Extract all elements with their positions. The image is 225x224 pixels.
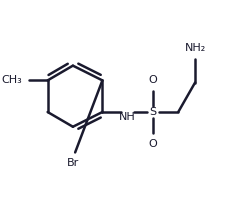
Text: O: O [148,139,157,149]
Text: Br: Br [66,158,79,168]
Text: O: O [148,75,157,85]
Text: S: S [149,107,156,117]
Text: CH₃: CH₃ [2,75,22,85]
Text: NH₂: NH₂ [184,43,205,53]
Text: NH: NH [119,112,135,122]
